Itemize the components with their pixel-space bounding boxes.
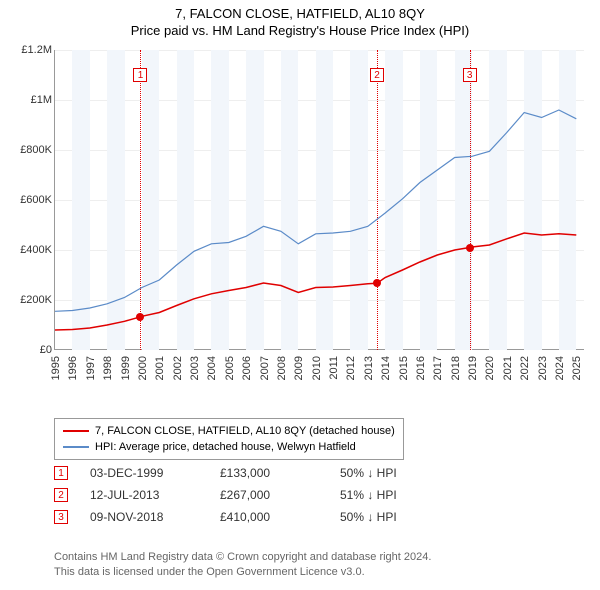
footer-line2: This data is licensed under the Open Gov… — [54, 565, 431, 580]
legend-item: HPI: Average price, detached house, Welw… — [63, 439, 395, 455]
page-subtitle: Price paid vs. HM Land Registry's House … — [0, 23, 600, 38]
sale-badge: 3 — [54, 510, 68, 524]
y-tick-label: £1M — [8, 94, 52, 106]
sale-pct: 51% ↓ HPI — [340, 488, 460, 502]
footer: Contains HM Land Registry data © Crown c… — [54, 550, 431, 580]
sales-row: 3 09-NOV-2018£410,00050% ↓ HPI — [54, 506, 460, 528]
sale-marker — [136, 313, 144, 321]
y-tick-label: £200K — [8, 294, 52, 306]
x-tick-label: 2025 — [571, 356, 600, 380]
reference-badge: 1 — [133, 68, 147, 82]
plot-area: 1 2 3 — [54, 50, 584, 350]
y-tick-label: £800K — [8, 144, 52, 156]
sale-marker — [373, 279, 381, 287]
sale-marker — [466, 244, 474, 252]
sales-row: 2 12-JUL-2013£267,00051% ↓ HPI — [54, 484, 460, 506]
page-title: 7, FALCON CLOSE, HATFIELD, AL10 8QY — [0, 6, 600, 21]
sale-badge: 2 — [54, 488, 68, 502]
series-property — [55, 233, 576, 330]
legend: 7, FALCON CLOSE, HATFIELD, AL10 8QY (det… — [54, 418, 404, 460]
reference-badge: 2 — [370, 68, 384, 82]
sale-price: £267,000 — [220, 488, 340, 502]
sale-price: £410,000 — [220, 510, 340, 524]
legend-label: HPI: Average price, detached house, Welw… — [95, 441, 356, 453]
legend-swatch — [63, 430, 89, 432]
reference-badge: 3 — [463, 68, 477, 82]
sale-pct: 50% ↓ HPI — [340, 466, 460, 480]
legend-item: 7, FALCON CLOSE, HATFIELD, AL10 8QY (det… — [63, 423, 395, 439]
legend-swatch — [63, 446, 89, 448]
sales-row: 1 03-DEC-1999£133,00050% ↓ HPI — [54, 462, 460, 484]
sale-date: 03-DEC-1999 — [90, 466, 220, 480]
footer-line1: Contains HM Land Registry data © Crown c… — [54, 550, 431, 565]
y-tick-label: £0 — [8, 344, 52, 356]
sale-badge: 1 — [54, 466, 68, 480]
chart: £0£200K£400K£600K£800K£1M£1.2M 123 19951… — [8, 50, 592, 410]
y-tick-label: £400K — [8, 244, 52, 256]
sale-date: 09-NOV-2018 — [90, 510, 220, 524]
y-tick-label: £600K — [8, 194, 52, 206]
sale-pct: 50% ↓ HPI — [340, 510, 460, 524]
chart-lines — [55, 50, 585, 350]
y-tick-label: £1.2M — [8, 44, 52, 56]
title-block: 7, FALCON CLOSE, HATFIELD, AL10 8QY Pric… — [0, 0, 600, 38]
sales-table: 103-DEC-1999£133,00050% ↓ HPI212-JUL-201… — [54, 462, 460, 528]
sale-price: £133,000 — [220, 466, 340, 480]
legend-label: 7, FALCON CLOSE, HATFIELD, AL10 8QY (det… — [95, 425, 395, 437]
chart-page: 7, FALCON CLOSE, HATFIELD, AL10 8QY Pric… — [0, 0, 600, 590]
sale-date: 12-JUL-2013 — [90, 488, 220, 502]
series-hpi — [55, 110, 576, 311]
